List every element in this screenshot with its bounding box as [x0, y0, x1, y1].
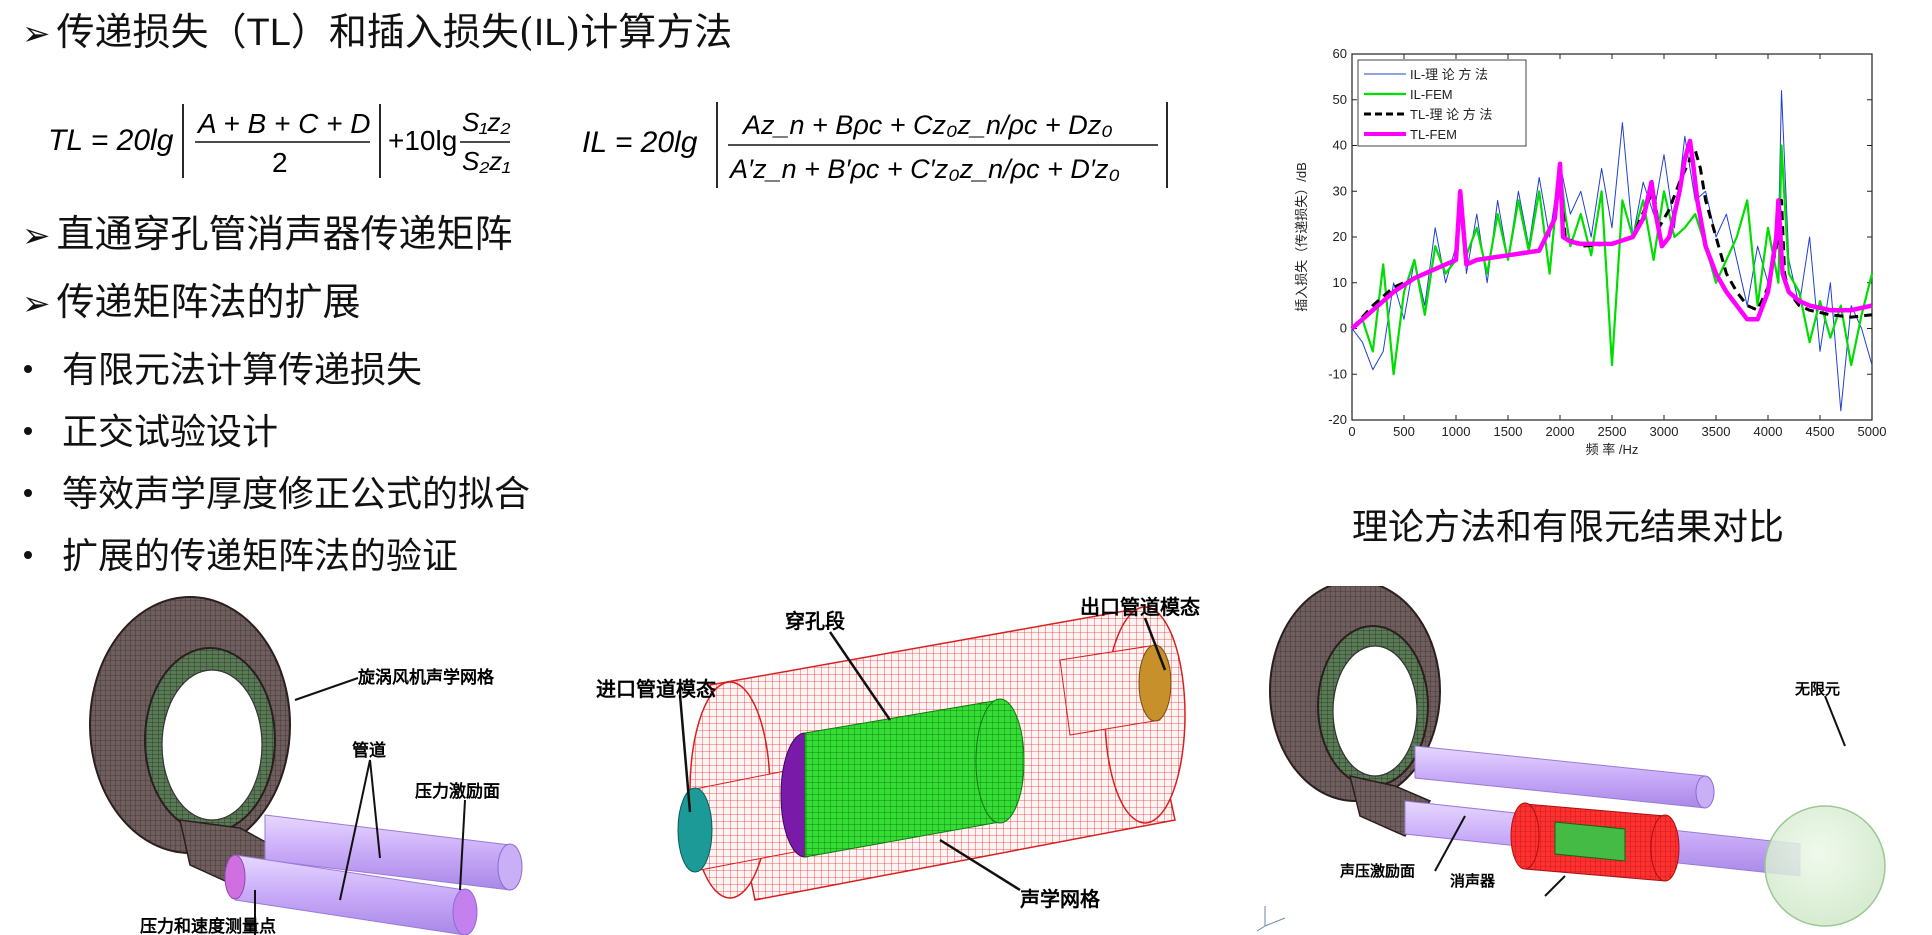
label-pressure-face: 压力激励面 — [415, 781, 500, 801]
formula-il-lhs: IL = 20lg — [582, 126, 698, 159]
formula-tl-denominator: 2 — [272, 147, 288, 178]
infinite-element-sphere — [1764, 805, 1886, 927]
bullet-text: 正交试验设计 — [62, 412, 279, 453]
x-tick-label: 3000 — [1650, 424, 1679, 439]
bullet-dot-icon — [24, 551, 32, 559]
formula-il-denominator: A′z_n + B′ρc + C′z₀z_n/ρc + D′z₀ — [728, 154, 1120, 184]
bullet-item: 等效声学厚度修正公式的拟合 — [24, 474, 530, 516]
legend-label: IL-FEM — [1410, 87, 1453, 102]
bullet-item: 有限元法计算传递损失 — [24, 350, 422, 392]
bullet-dot-icon — [24, 365, 32, 373]
bullet-text: 等效声学厚度修正公式的拟合 — [62, 474, 531, 515]
x-tick-label: 4500 — [1806, 424, 1835, 439]
y-tick-label: 20 — [1333, 229, 1347, 244]
x-tick-label: 4000 — [1754, 424, 1783, 439]
inlet-pipe — [677, 769, 806, 873]
x-tick-label: 5000 — [1858, 424, 1887, 439]
muffler-mesh — [1510, 802, 1680, 882]
il-tl-comparison-chart: 0 500 1000 1500 2000 2500 3000 3500 4000 4500 5000… — [1294, 46, 1887, 457]
label-muffler: 消声器 — [1450, 872, 1496, 890]
heading-text-c: )计算方法 — [565, 10, 733, 54]
heading-matrix-extension: ➢ 传递矩阵法的扩展 — [22, 280, 361, 326]
pipe-lower — [224, 854, 478, 935]
heading-text-tl: TL — [246, 12, 291, 54]
formula-tl-plus: +10lg — [388, 125, 457, 156]
label-fan-mesh: 旋涡风机声学网格 — [357, 667, 495, 687]
series-line-1 — [1351, 144, 1874, 376]
chart-caption: 理论方法和有限元结果对比 — [1352, 507, 1785, 548]
pipe-upper — [1414, 745, 1715, 809]
formula-tl-frac2-num: S₁z₂ — [462, 107, 511, 137]
legend-label: TL-理 论 方 法 — [1410, 107, 1492, 122]
y-tick-label: 60 — [1333, 46, 1347, 61]
x-tick-label: 1500 — [1494, 424, 1523, 439]
fan-volute-mesh — [89, 596, 291, 891]
bullet-dot-icon — [24, 489, 32, 497]
formula-il-numerator: Az_n + Bρc + Cz₀z_n/ρc + Dz₀ — [741, 110, 1113, 140]
formula-tl: TL = 20lg A + B + C + D 2 +10lg S₁z₂ S₂z… — [48, 104, 511, 178]
formula-tl-lhs: TL = 20lg — [48, 124, 174, 157]
y-axis-label: 插入损失（传递损失）/dB — [1294, 162, 1309, 312]
bullet-item: 扩展的传递矩阵法的验证 — [24, 536, 458, 578]
y-tick-label: -10 — [1328, 366, 1347, 381]
figure-fan-acoustic-mesh: 旋涡风机声学网格 管道 压力激励面 压力和速度测量点 — [89, 596, 523, 935]
arrow-bullet-icon: ➢ — [22, 14, 51, 54]
formula-tl-numerator: A + B + C + D — [196, 108, 370, 139]
label-perforated-section: 穿孔段 — [785, 609, 845, 633]
figure-muffler-mesh: 穿孔段 出口管道模态 进口管道模态 声学网格 — [596, 595, 1200, 911]
axis-triad-icon — [1256, 906, 1286, 932]
label-pipe: 管道 — [352, 740, 386, 760]
bullet-text: 扩展的传递矩阵法的验证 — [62, 536, 459, 577]
y-tick-label: 0 — [1340, 321, 1347, 336]
arrow-bullet-icon: ➢ — [22, 216, 51, 256]
figure-system-with-infinite-element: 无限元 声压激励面 消声器 — [1256, 586, 1886, 932]
x-tick-label: 500 — [1393, 424, 1415, 439]
y-tick-label: -20 — [1328, 412, 1347, 427]
label-acoustic-mesh: 声学网格 — [1019, 887, 1101, 911]
y-tick-label: 40 — [1333, 138, 1347, 153]
pipe-upper — [264, 814, 523, 891]
bullet-dot-icon — [24, 427, 32, 435]
y-tick-label: 50 — [1333, 92, 1347, 107]
heading-text: 传递矩阵法的扩展 — [56, 280, 361, 324]
x-tick-label: 2000 — [1546, 424, 1575, 439]
x-axis-label: 频 率 /Hz — [1586, 442, 1639, 457]
heading-text-b: ）和插入损失( — [290, 10, 534, 54]
series-line-3 — [1350, 138, 1873, 331]
formula-il: IL = 20lg Az_n + Bρc + Cz₀z_n/ρc + Dz₀ A… — [582, 102, 1168, 188]
formula-tl-frac2-den: S₂z₁ — [462, 146, 510, 176]
label-excitation-face: 声压激励面 — [1339, 862, 1415, 880]
y-tick-label: 10 — [1333, 275, 1347, 290]
label-outlet-mode: 出口管道模态 — [1080, 595, 1200, 619]
legend-label: TL-FEM — [1410, 127, 1457, 142]
bullet-item: 正交试验设计 — [24, 412, 278, 454]
heading-tl-il-method: ➢ 传递损失（TL）和插入损失(IL)计算方法 — [22, 10, 732, 56]
perforated-section-mesh — [780, 698, 1025, 858]
heading-transfer-matrix: ➢ 直通穿孔管消声器传递矩阵 — [22, 212, 513, 258]
x-tick-label: 1000 — [1442, 424, 1471, 439]
heading-text-il: IL — [533, 12, 566, 54]
legend-label: IL-理 论 方 法 — [1410, 67, 1488, 82]
label-inlet-mode: 进口管道模态 — [596, 677, 716, 701]
label-measure-point: 压力和速度测量点 — [140, 916, 276, 935]
x-tick-label: 0 — [1348, 424, 1355, 439]
heading-text: 直通穿孔管消声器传递矩阵 — [56, 212, 513, 256]
fan-volute-mesh — [1269, 586, 1441, 837]
x-tick-label: 2500 — [1598, 424, 1627, 439]
bullet-text: 有限元法计算传递损失 — [62, 350, 423, 391]
label-infinite-element: 无限元 — [1794, 681, 1840, 698]
heading-text-a: 传递损失（ — [56, 10, 247, 54]
arrow-bullet-icon: ➢ — [22, 284, 51, 324]
y-tick-label: 30 — [1333, 183, 1347, 198]
x-tick-label: 3500 — [1702, 424, 1731, 439]
